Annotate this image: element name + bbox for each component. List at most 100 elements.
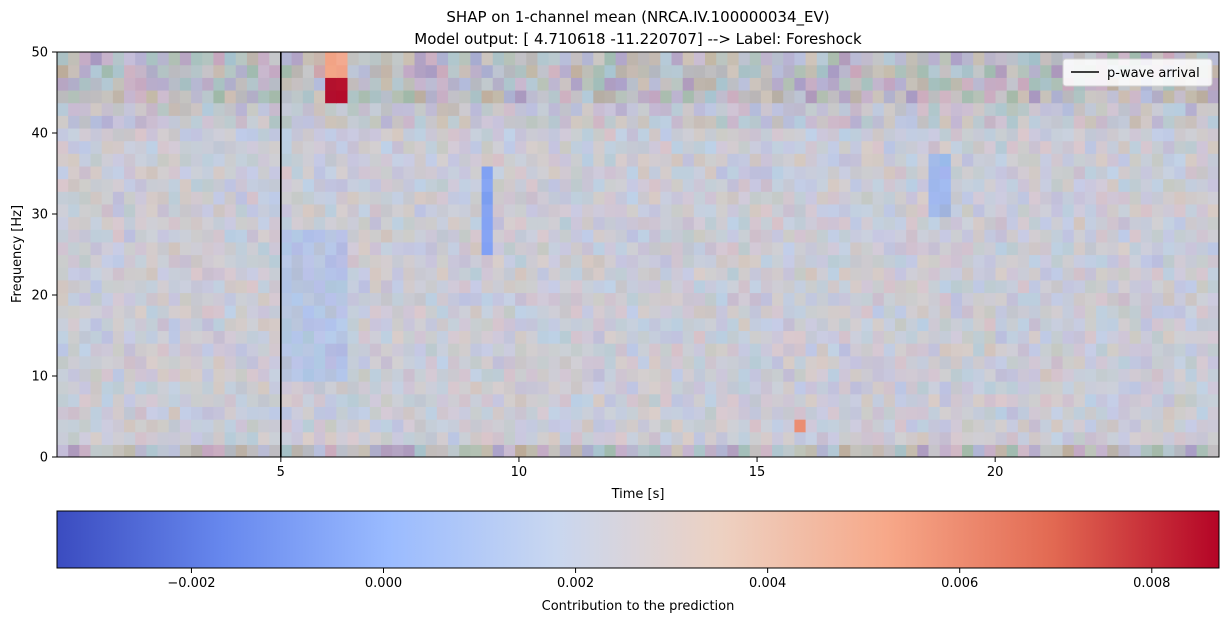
heatmap-cell (1051, 115, 1064, 129)
heatmap-cell (1073, 267, 1086, 281)
heatmap-cell (224, 241, 237, 256)
heatmap-cell (68, 52, 80, 66)
heatmap-cell (827, 305, 840, 319)
heatmap-cell (459, 381, 471, 395)
heatmap-cell (403, 406, 416, 420)
heatmap-cell (559, 115, 572, 129)
heatmap-cell (827, 368, 840, 382)
heatmap-cell (850, 406, 863, 420)
heatmap-cell (1107, 115, 1120, 129)
heatmap-cell (436, 77, 449, 91)
heatmap-cell (369, 102, 382, 116)
heatmap-cell (615, 241, 628, 256)
heatmap-cell (358, 254, 371, 268)
heatmap-cell (179, 203, 192, 218)
heatmap-cell (1051, 241, 1064, 256)
heatmap-cell (448, 241, 460, 256)
heatmap-cell (269, 305, 282, 319)
heatmap-cell (425, 153, 438, 167)
heatmap-cell (839, 305, 851, 319)
heatmap-cell (1107, 165, 1120, 180)
colorbar-tick-label: 0.000 (365, 576, 402, 591)
heatmap-cell (906, 355, 918, 370)
heatmap-cell (213, 254, 226, 268)
heatmap-cell (772, 381, 784, 395)
heatmap-cell (671, 153, 684, 167)
heatmap-cell (213, 330, 226, 344)
heatmap-cell (593, 178, 606, 192)
heatmap-cell (738, 393, 751, 407)
heatmap-cell (1129, 292, 1142, 306)
heatmap-cell (894, 368, 907, 382)
heatmap-cell (805, 355, 818, 370)
colorbar-tick-label: −0.002 (167, 576, 215, 591)
heatmap-cell (850, 191, 863, 205)
heatmap-cell (626, 381, 639, 395)
heatmap-cell (973, 178, 985, 192)
heatmap-cell (246, 64, 259, 78)
heatmap-cell (1062, 393, 1075, 407)
heatmap-cell (604, 406, 617, 420)
heatmap-cell (738, 381, 751, 395)
heatmap-cell (526, 368, 539, 382)
heatmap-cell (381, 317, 393, 332)
heatmap-cell (135, 89, 147, 104)
heatmap-cell (168, 254, 181, 268)
heatmap-cell (90, 267, 103, 281)
heatmap-cell (1029, 431, 1041, 445)
heatmap-cell (805, 419, 818, 433)
heatmap-cell (1107, 229, 1120, 243)
heatmap-cell (906, 165, 918, 180)
heatmap-cell (939, 127, 952, 142)
heatmap-cell (593, 317, 606, 332)
heatmap-cell (604, 52, 617, 66)
heatmap-cell (973, 330, 985, 344)
heatmap-cell (112, 191, 125, 205)
heatmap-cell (526, 102, 539, 116)
heatmap-cell (235, 241, 248, 256)
heatmap-cell (392, 267, 404, 281)
heatmap-cell (436, 292, 449, 306)
heatmap-cell (425, 165, 438, 180)
heatmap-cell (716, 305, 728, 319)
heatmap-cell (1051, 355, 1064, 370)
heatmap-cell (794, 64, 807, 78)
heatmap-cell (146, 178, 159, 192)
heatmap-cell (90, 140, 103, 154)
heatmap-cell (347, 191, 360, 205)
heatmap-cell (101, 241, 114, 256)
heatmap-cell (448, 140, 460, 154)
heatmap-cell (448, 115, 460, 129)
heatmap-cell (168, 52, 181, 66)
heatmap-cell (168, 140, 181, 154)
heatmap-cell (1096, 406, 1108, 420)
heatmap-cell (962, 229, 974, 243)
heatmap-cell (358, 381, 371, 395)
chart-title: SHAP on 1-channel mean (NRCA.IV.10000003… (446, 8, 829, 27)
heatmap-cell (202, 115, 215, 129)
heatmap-cell (973, 419, 985, 433)
heatmap-cell (135, 267, 147, 281)
heatmap-cell (995, 444, 1008, 457)
heatmap-cell (90, 368, 103, 382)
heatmap-cell (950, 77, 963, 91)
heatmap-cell (928, 89, 941, 104)
legend-box (1062, 58, 1213, 87)
heatmap-cell (738, 89, 751, 104)
heatmap-cell (213, 115, 226, 129)
heatmap-cell (1017, 254, 1030, 268)
heatmap-cell (928, 419, 941, 433)
heatmap-cell (235, 305, 248, 319)
heatmap-cell (302, 317, 315, 332)
heatmap-cell (481, 241, 494, 256)
heatmap-cell (883, 406, 896, 420)
heatmap-cell (291, 317, 304, 332)
heatmap-cell (202, 431, 215, 445)
heatmap-cell (638, 393, 650, 407)
heatmap-cell (1207, 140, 1219, 154)
heatmap-cell (593, 102, 606, 116)
heatmap-cell (638, 343, 650, 357)
heatmap-cell (682, 216, 695, 230)
heatmap-cell (369, 191, 382, 205)
heatmap-cell (995, 165, 1008, 180)
